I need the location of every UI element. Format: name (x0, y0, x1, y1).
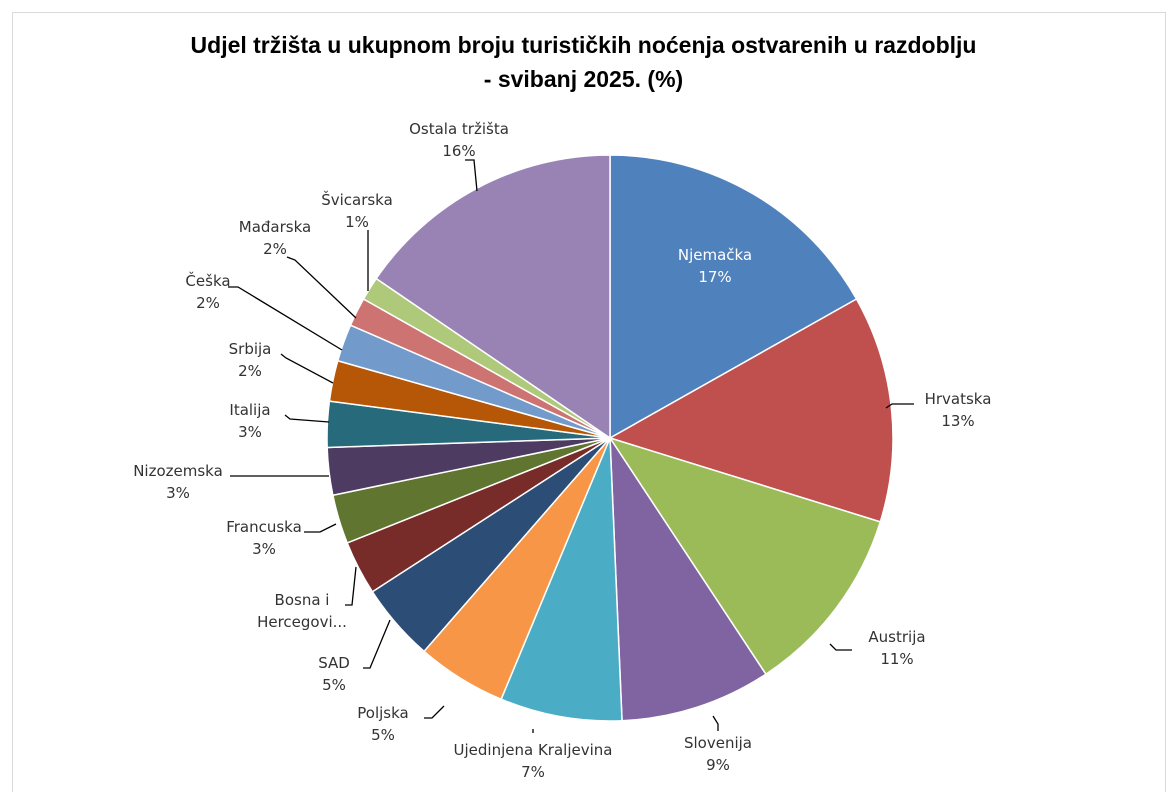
leader-line (345, 566, 357, 606)
data-label: Ujedinjena Kraljevina 7% (454, 741, 613, 780)
leader-line (284, 414, 330, 423)
leader-line (712, 715, 719, 731)
data-label: Ostala tržišta 16% (409, 120, 509, 160)
data-label: Njemačka 17% (678, 246, 752, 286)
data-label: Nizozemska 3% (133, 462, 223, 502)
pie-slice-slovenija (609, 435, 767, 722)
chart-frame (12, 12, 1166, 792)
pie-slices (326, 154, 894, 722)
data-label: SAD 5% (318, 654, 350, 694)
leader-line (280, 353, 334, 384)
pie-slice-ostala-tržišta (375, 154, 611, 440)
data-label: Slovenija 9% (684, 734, 752, 774)
leader-line (829, 643, 852, 651)
data-label: Bosna i Hercegovi... (257, 591, 347, 631)
leader-line (286, 256, 357, 319)
pie-slice-hrvatska (608, 297, 894, 523)
data-label: Srbija 2% (229, 340, 272, 380)
data-labels: Njemačka 17% Hrvatska 13% Austrija 11% Sloveni… (133, 120, 991, 780)
data-label: Italija 3% (229, 401, 270, 441)
pie-slice-austrija (608, 436, 882, 676)
data-label: Hrvatska 13% (925, 390, 992, 430)
leader-lines (228, 159, 914, 733)
chart-title: Udjel tržišta u ukupnom broju turistički… (0, 28, 1167, 96)
chart-title-line-2: - svibanj 2025. (%) (483, 66, 684, 92)
leader-line (363, 619, 391, 669)
pie-slice-ujedinjena-kraljevina (500, 437, 623, 722)
leader-line (885, 403, 914, 409)
leader-line (304, 523, 337, 533)
chart-title-line-1: Udjel tržišta u ukupnom broju turistički… (190, 32, 977, 58)
data-label: Francuska 3% (226, 518, 302, 558)
data-label: Poljska 5% (357, 704, 408, 744)
leader-line (228, 286, 343, 351)
leader-line (465, 159, 478, 192)
pie-slice-njemačka (609, 154, 858, 440)
leader-line (424, 705, 445, 719)
data-label: Švicarska 1% (321, 190, 393, 231)
data-label: Austrija 11% (868, 628, 925, 668)
data-label: Češka 2% (185, 271, 230, 312)
data-label: Mađarska 2% (239, 218, 311, 258)
